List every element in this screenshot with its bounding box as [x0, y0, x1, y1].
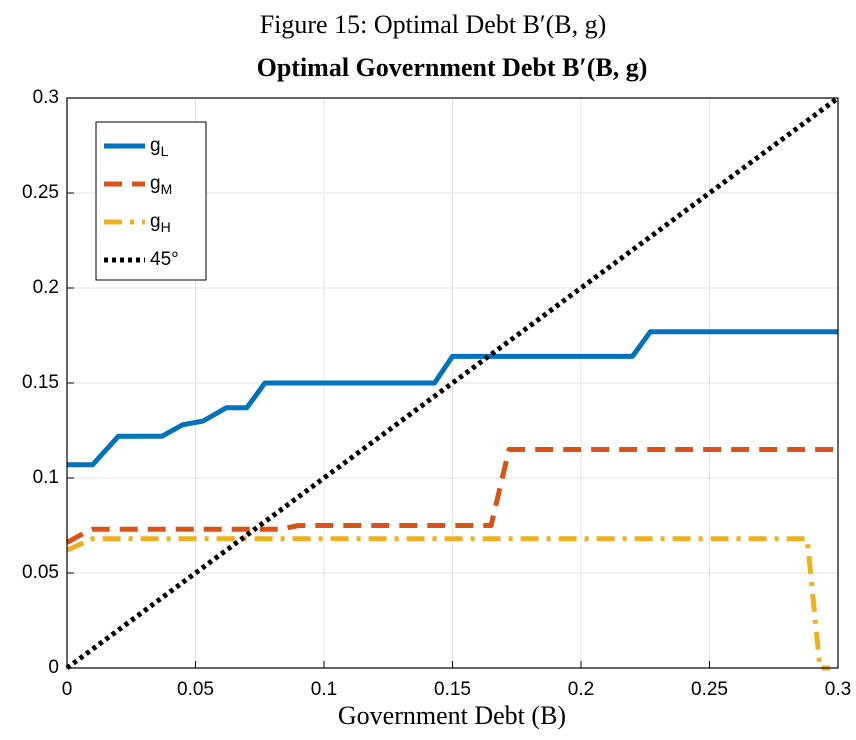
x-tick-label: 0.25: [691, 679, 728, 700]
line: [65, 447, 838, 545]
x-tick-label: 0.05: [177, 679, 214, 700]
line: [67, 329, 838, 468]
figure-caption: Figure 15: Optimal Debt B′(B, g): [260, 10, 607, 39]
chart-title: Optimal Government Debt B′(B, g): [257, 53, 648, 82]
y-tick-label: 0.15: [22, 372, 59, 393]
y-tick-label: 0.3: [33, 87, 59, 108]
x-axis-label: Government Debt (B): [338, 701, 566, 730]
x-tick-label: 0.3: [825, 679, 851, 700]
y-tick-label: 0: [48, 657, 59, 678]
legend-subscript: L: [161, 143, 169, 159]
legend-subscript: M: [161, 181, 173, 197]
y-tick-label: 0.25: [22, 182, 59, 203]
y-tick-label: 0.2: [33, 277, 59, 298]
legend-label: 45°: [150, 249, 179, 270]
x-tick-label: 0.2: [568, 679, 594, 700]
y-tick-label: 0.1: [33, 467, 59, 488]
x-tick-label: 0.1: [311, 679, 337, 700]
y-tick-label: 0.05: [22, 562, 59, 583]
x-tick-label: 0.15: [434, 679, 471, 700]
legend-subscript: H: [161, 219, 171, 235]
x-tick-label: 0: [62, 679, 73, 700]
axes-frame: [66, 97, 839, 669]
